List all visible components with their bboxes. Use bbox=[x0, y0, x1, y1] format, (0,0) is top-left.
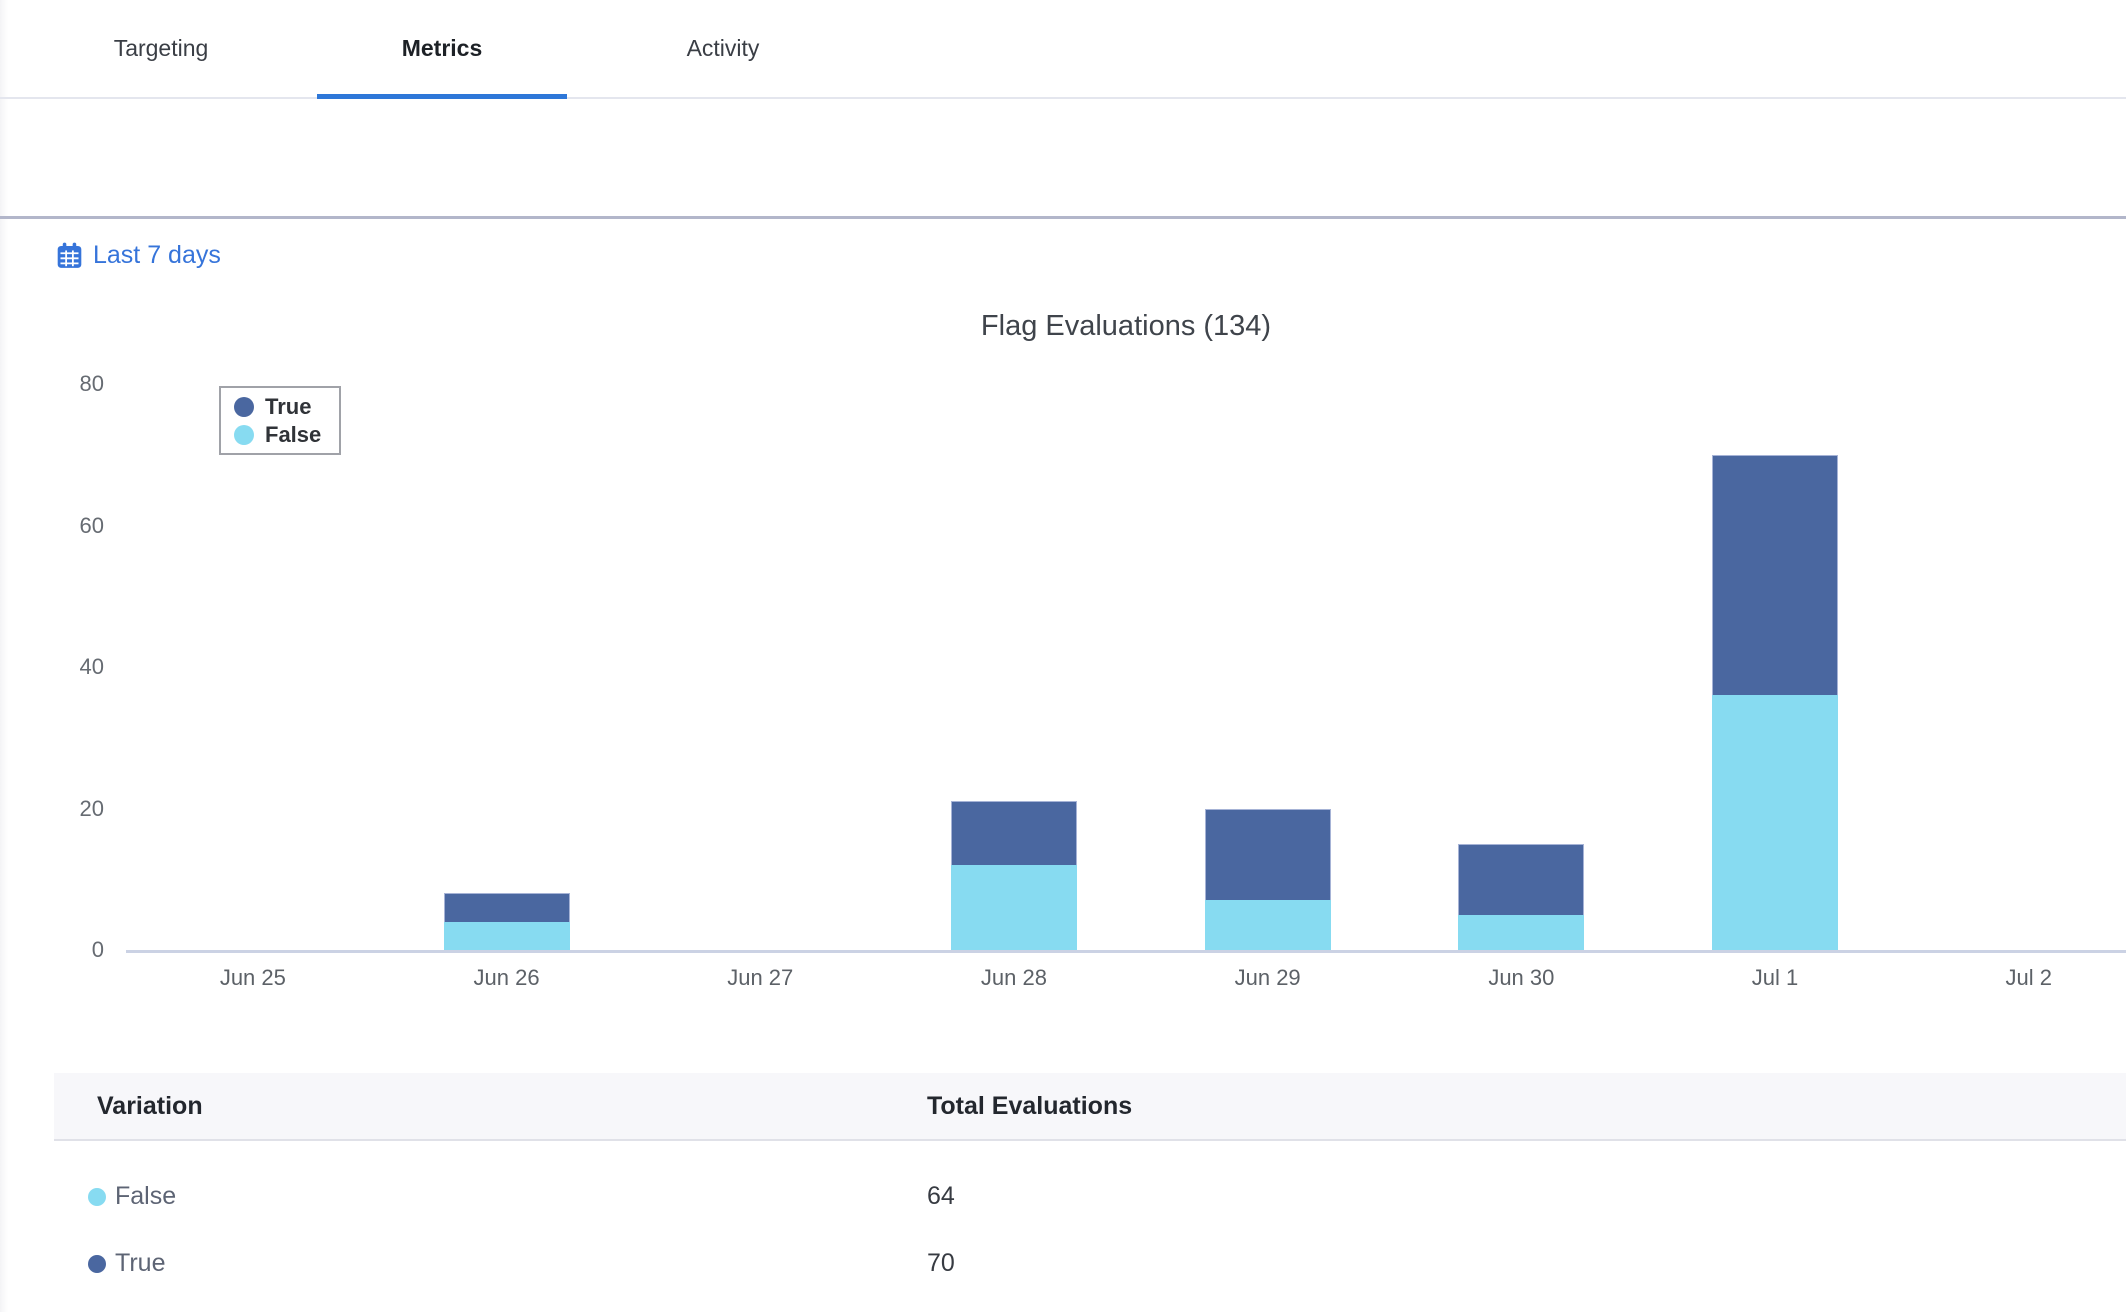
panel-left-edge bbox=[0, 0, 8, 1312]
bar-segment-false-jul-1[interactable] bbox=[1712, 695, 1839, 950]
date-range-button[interactable]: Last 7 days bbox=[56, 241, 221, 270]
column-header-variation: Variation bbox=[97, 1091, 203, 1120]
bar-segment-false-jun-29[interactable] bbox=[1204, 900, 1331, 950]
x-axis-tick-label: Jun 27 bbox=[727, 965, 794, 990]
legend-dot-false bbox=[234, 424, 254, 445]
bar-segment-true-jun-30[interactable] bbox=[1458, 843, 1585, 915]
variation-table: Variation Total Evaluations False 64 Tru… bbox=[54, 1073, 2126, 1297]
date-range-label: Last 7 days bbox=[93, 241, 221, 269]
bar-segment-false-jun-30[interactable] bbox=[1458, 914, 1585, 950]
x-axis-tick-label: Jun 26 bbox=[473, 965, 540, 990]
legend-label: True bbox=[265, 393, 312, 419]
variation-label: True bbox=[115, 1249, 166, 1277]
legend-item-true: True bbox=[234, 394, 339, 420]
x-axis-tick-label: Jun 25 bbox=[219, 965, 286, 990]
flag-evaluations-chart: 0 20 40 60 80 Jun 25 Jun 26 Jun 27 Jun 28 Jun 29 J… bbox=[79, 371, 2126, 990]
legend-label: False bbox=[265, 421, 322, 447]
bar-segment-true-jun-28[interactable] bbox=[950, 801, 1077, 866]
tab-activity[interactable]: Activity bbox=[598, 0, 848, 97]
table-row: True 70 bbox=[54, 1230, 2126, 1297]
column-header-total-evaluations: Total Evaluations bbox=[927, 1091, 1133, 1120]
x-axis-tick-label: Jun 30 bbox=[1488, 965, 1555, 990]
table-header-row: Variation Total Evaluations bbox=[54, 1073, 2126, 1141]
chart-title: Flag Evaluations (134) bbox=[980, 310, 1272, 342]
x-axis-tick-label: Jun 29 bbox=[1234, 965, 1301, 990]
chart-legend: True False bbox=[219, 386, 341, 455]
tab-metrics[interactable]: Metrics bbox=[317, 0, 567, 99]
tab-targeting[interactable]: Targeting bbox=[36, 0, 286, 97]
y-axis-tick-label: 60 bbox=[79, 512, 104, 538]
legend-item-false: False bbox=[234, 422, 339, 448]
tab-activity-label: Activity bbox=[686, 35, 760, 61]
total-evaluations-value: 64 bbox=[927, 1182, 955, 1210]
tab-bar: Targeting Metrics Activity bbox=[0, 0, 2126, 99]
variation-label: False bbox=[115, 1182, 177, 1210]
legend-dot-true bbox=[234, 396, 254, 417]
tab-metrics-label: Metrics bbox=[401, 35, 483, 61]
y-axis-tick-label: 40 bbox=[79, 654, 104, 679]
x-axis-tick-label: Jun 28 bbox=[980, 965, 1047, 990]
total-evaluations-value: 70 bbox=[927, 1249, 955, 1277]
bar-segment-false-jun-26[interactable] bbox=[443, 921, 570, 950]
false-variation-dot bbox=[88, 1187, 106, 1206]
bar-segment-true-jun-26[interactable] bbox=[443, 893, 570, 922]
y-axis-tick-label: 80 bbox=[79, 371, 104, 396]
y-axis-tick-label: 0 bbox=[91, 937, 104, 962]
bar-segment-true-jul-1[interactable] bbox=[1712, 454, 1839, 696]
y-axis-tick-label: 20 bbox=[79, 795, 104, 821]
bar-segment-true-jun-29[interactable] bbox=[1204, 808, 1331, 901]
date-filter-bar: Last 7 days bbox=[0, 99, 2126, 269]
x-axis-tick-label: Jul 1 bbox=[1751, 965, 1799, 990]
active-tab-underline bbox=[317, 94, 567, 99]
calendar-icon bbox=[57, 242, 82, 268]
tab-targeting-label: Targeting bbox=[113, 35, 209, 61]
true-variation-dot bbox=[88, 1254, 106, 1273]
x-axis-tick-label: Jul 2 bbox=[2005, 965, 2052, 990]
bar-segment-false-jun-28[interactable] bbox=[950, 865, 1077, 950]
x-axis-line bbox=[126, 950, 2126, 953]
table-row: False 64 bbox=[54, 1163, 2126, 1230]
